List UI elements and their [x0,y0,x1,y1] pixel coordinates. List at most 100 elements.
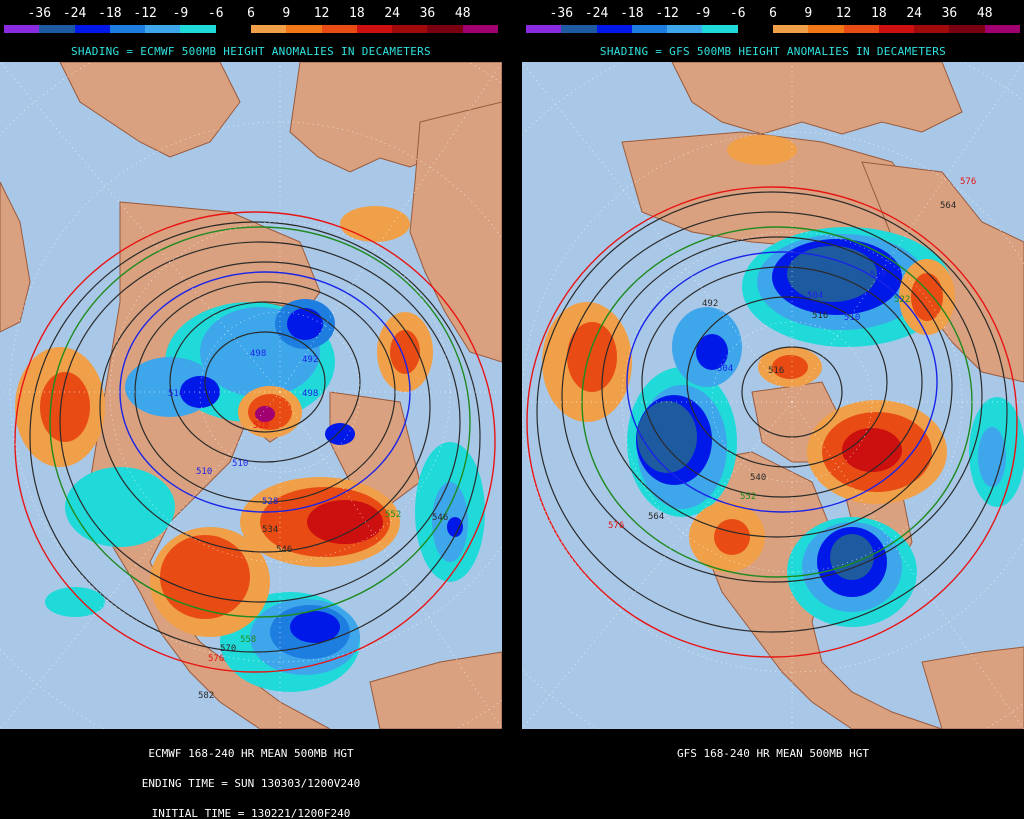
contour-label: 564 [940,201,956,211]
map-shape [522,401,793,729]
scale-swatch [914,25,950,33]
map-shape [536,191,1008,633]
scale-swatch [772,25,809,33]
scale-swatch [462,25,498,33]
scale-swatch [596,25,632,33]
map-shape [714,519,750,555]
contour-label: 522 [894,295,910,305]
map-shape [637,401,697,473]
scale-swatch [984,25,1020,33]
map-shape [911,273,943,321]
scale-label: 24 [906,6,922,21]
scale-label: 48 [976,6,993,21]
scale-label: -12 [133,6,157,21]
contour-label: 528 [262,497,278,507]
scale-label: -18 [620,6,644,21]
map-shape [830,534,874,580]
graticule [0,62,502,729]
anomaly-shading [542,135,1024,627]
contour-552 [49,226,471,618]
gfs-map-graphic: 576 564 528 522 492 504 516 504 540 552 … [522,62,1024,729]
map-shape [791,62,1024,403]
contour-label: 510 [232,459,248,469]
map-shape [340,206,410,242]
scale-label: 48 [454,6,471,21]
scale-swatch [286,25,322,33]
contour-label: 516 [812,311,828,321]
scale-swatch [526,25,562,33]
scale-label: -18 [98,6,122,21]
contour-label: 528 [870,270,886,280]
shading-title: SHADING = GFS 500MB HEIGHT ANOMALIES IN … [599,45,947,58]
contour-label: 546 [276,545,292,555]
map-shape [390,330,420,374]
map-shape [0,391,281,729]
scale-label: -9 [172,6,189,21]
scale-swatch [737,25,773,33]
map-shape [29,221,481,653]
scale-label: 6 [247,6,255,21]
contour-label: 564 [648,512,664,522]
caption-line: GFS 168-240 HR MEAN 500MB HGT [676,747,870,760]
scale-swatch [631,25,668,33]
gfs-panel: -36 -24 -18 -12 -9 -6 6 9 12 18 24 36 48 SHADING = G… [522,0,1024,819]
map-shape [447,517,463,537]
scale-swatch [356,25,393,33]
contour-label: 510 [844,313,860,323]
scale-swatch [250,25,287,33]
map-shape [59,241,461,603]
map-shape [0,181,31,333]
scale-label: -12 [655,6,679,21]
contour-528 [626,251,938,513]
map-caption: GFS 168-240 HR MEAN 500MB HGT [522,729,1024,779]
map-shape [204,331,326,433]
scale-swatch [215,25,251,33]
contour-label: 528 [253,421,269,431]
contour-label: 576 [608,521,624,531]
map-shape [791,401,1024,729]
scale-label: -24 [584,6,609,21]
contour-label: 576 [208,654,224,664]
gfs-map: 576 564 528 522 492 504 516 504 540 552 … [522,62,1024,729]
scale-label: 12 [313,6,330,21]
map-shape [369,651,502,729]
contour-label: 540 [750,473,766,483]
contour-label: 570 [220,644,236,654]
scale-swatch [561,25,597,33]
scale-swatch [667,25,703,33]
scale-label: 12 [835,6,852,21]
scale-swatch [878,25,915,33]
ecmwf-panel: -36 -24 -18 -12 -9 -6 6 9 12 18 24 36 48 SHADING = E… [0,0,502,819]
height-contours [536,191,1008,633]
map-shape [671,62,963,135]
map-shape [307,500,383,544]
scale-swatch [39,25,75,33]
caption-line: ENDING TIME = SUN 130303/1200V240 [141,777,361,790]
graticule [522,62,1024,729]
map-shape [561,211,983,583]
color-scale-labels: -36 -24 -18 -12 -9 -6 6 9 12 18 24 36 48 [0,6,502,22]
map-shape [686,296,888,468]
scale-label: -24 [62,6,87,21]
contour-labels: 528 498 492 516 498 510 528 534 546 552 … [168,349,448,701]
contour-label: 492 [302,355,318,365]
contour-label: 504 [807,291,823,301]
scale-swatch [392,25,428,33]
map-shape [921,646,1024,729]
height-contours [29,221,481,653]
map-shape [255,406,275,422]
contour-label: 498 [250,349,266,359]
map-shape [601,236,953,538]
scale-swatch [808,25,844,33]
map-shape [727,135,797,165]
scale-swatch [702,25,738,33]
ecmwf-map: 528 498 492 516 498 510 528 534 546 552 … [0,62,502,729]
map-shape [696,334,728,370]
contour-label: 558 [240,635,256,645]
map-shape [567,322,617,392]
scale-swatch [145,25,181,33]
ecmwf-map-graphic: 528 498 492 516 498 510 528 534 546 552 … [0,62,502,729]
scale-swatch [321,25,357,33]
map-shape [978,427,1006,487]
contour-label: 516 [768,366,784,376]
